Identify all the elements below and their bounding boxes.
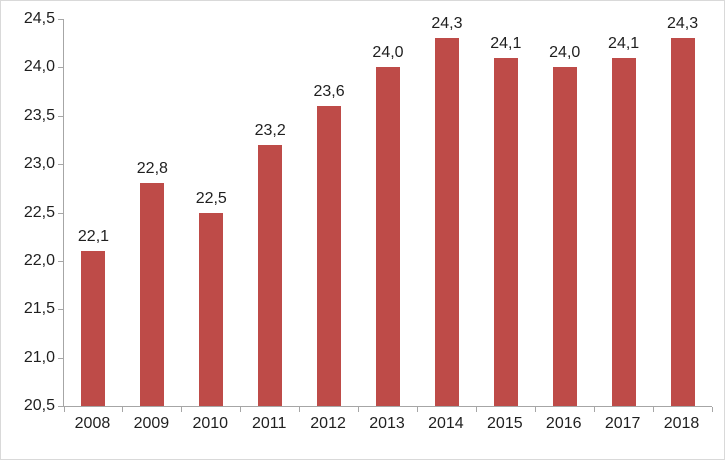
y-axis-tick (58, 357, 63, 359)
x-axis-tick-label: 2010 (192, 415, 229, 432)
bar-2012 (317, 106, 342, 406)
x-axis-tick-label: 2011 (251, 415, 287, 432)
bar-2017 (611, 57, 636, 406)
x-axis-tick-label: 2012 (310, 415, 346, 432)
x-axis-tick (358, 407, 360, 412)
x-axis-tick (475, 407, 477, 412)
y-axis-tick-label: 24,0 (23, 58, 55, 76)
y-axis-tick-label: 21,5 (23, 300, 55, 318)
y-axis-tick (58, 67, 63, 69)
y-axis-tick (58, 309, 63, 311)
y-axis-tick (58, 212, 63, 214)
bar-2014 (434, 38, 459, 406)
bar-value-label: 24,0 (372, 44, 404, 62)
x-axis-tick-label: 2014 (428, 415, 464, 432)
y-axis-tick-label: 22,0 (23, 251, 55, 269)
x-axis-tick (593, 407, 595, 412)
x-axis-tick (181, 407, 183, 412)
bar-2018 (670, 38, 695, 406)
bar-2013 (376, 67, 400, 406)
x-axis-tick-label: 2009 (133, 415, 170, 432)
bar-value-label: 24,1 (490, 34, 522, 52)
bar-2009 (140, 183, 165, 406)
x-axis-tick-label: 2008 (74, 415, 111, 432)
y-axis-tick-label: 23,5 (23, 106, 55, 124)
y-axis-tick-label: 23,0 (23, 155, 55, 173)
y-axis-tick-label: 20,5 (23, 397, 55, 414)
x-axis-tick (240, 407, 242, 412)
y-axis-tick (58, 19, 63, 20)
bar-value-label: 24,0 (549, 44, 581, 62)
y-axis-tick-label: 21,0 (23, 348, 55, 366)
bar-2008 (81, 251, 106, 406)
bar-value-label: 23,2 (254, 121, 286, 139)
y-axis-tick (58, 164, 63, 166)
x-axis-tick-label: 2015 (487, 415, 523, 432)
x-axis-tick (652, 407, 654, 412)
x-axis-tick-label: 2018 (663, 415, 700, 432)
x-axis-tick-label: 2017 (604, 415, 641, 432)
bar-2010 (199, 212, 224, 406)
bar-value-label: 24,1 (608, 34, 640, 52)
x-axis-tick (122, 407, 124, 412)
bar-2011 (258, 144, 283, 406)
y-axis-tick-label: 24,5 (23, 10, 55, 27)
bar-value-label: 22,5 (195, 189, 227, 207)
y-axis-tick-label: 22,5 (23, 203, 55, 221)
bar-2016 (552, 67, 577, 406)
bar-value-label: 22,8 (136, 160, 168, 178)
x-axis-tick (534, 407, 536, 412)
plot-area: 22,1 22,8 22,5 23,2 23,6 24,0 24,3 24,1 24,0 24,1… (58, 15, 713, 412)
bar-value-label: 22,1 (77, 228, 110, 246)
bar-value-label: 24,3 (431, 15, 463, 33)
y-axis-tick (58, 406, 63, 407)
y-axis-tick (58, 115, 63, 117)
x-axis-tick (711, 407, 713, 412)
x-axis-tick-label: 2013 (369, 415, 405, 432)
x-axis-tick (299, 407, 301, 412)
bar-value-label: 24,3 (666, 15, 699, 33)
x-axis-tick-label: 2016 (545, 415, 582, 432)
bar-value-label: 23,6 (313, 83, 345, 101)
y-axis-tick (58, 260, 63, 262)
bar-2015 (493, 57, 518, 406)
x-axis-tick (416, 407, 418, 412)
x-axis-tick (63, 407, 65, 412)
